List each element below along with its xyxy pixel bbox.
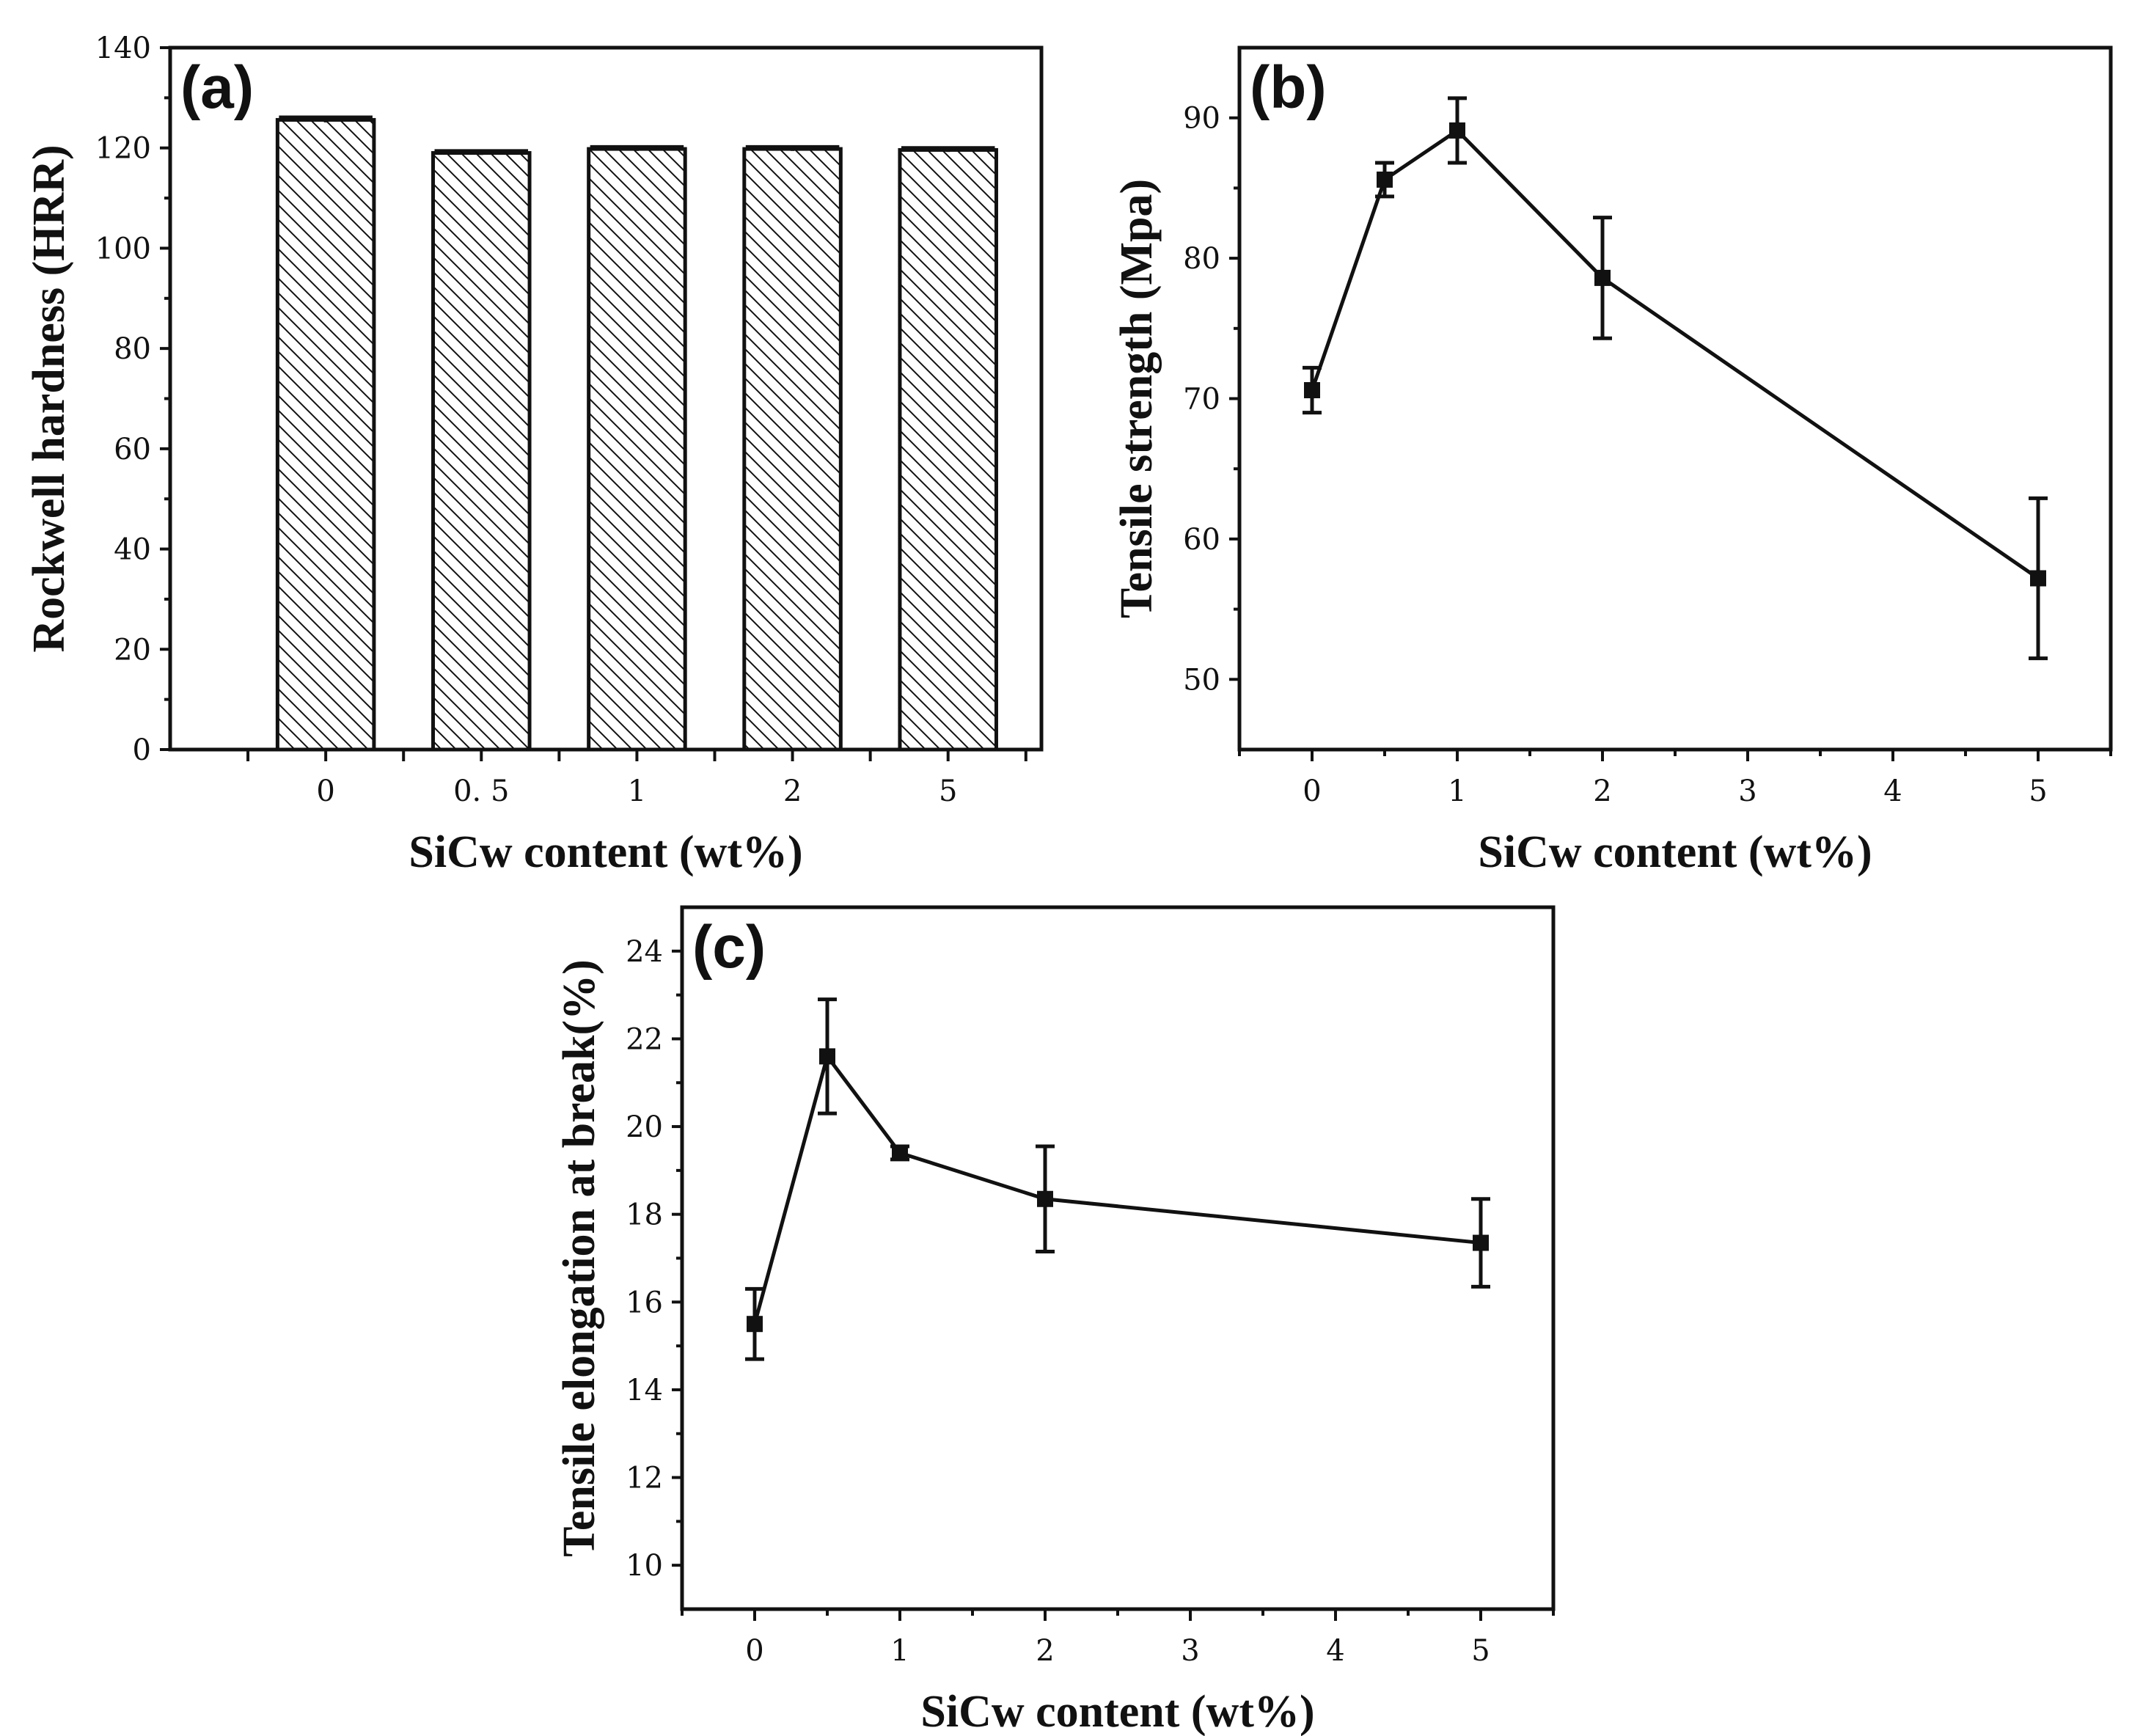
panel-a-bar <box>431 151 532 752</box>
panel-a-bar <box>275 117 376 752</box>
panel-a-y-tick-label: 60 <box>114 433 151 466</box>
panel-b-data-point <box>2030 570 2046 587</box>
panel-a-x-tick-label: 2 <box>783 774 802 808</box>
panel-c-y-tick-label: 22 <box>626 1022 663 1056</box>
panel-b-x-tick-label: 5 <box>2029 774 2047 808</box>
panel-c-y-axis-title: Tensile elongation at break(%) <box>554 959 604 1557</box>
panel-a-error-bar <box>901 146 995 153</box>
panel-c-data-point <box>892 1144 908 1161</box>
panel-b-x-tick-label: 4 <box>1883 774 1902 808</box>
panel-b-y-tick-label: 70 <box>1183 383 1220 417</box>
panel-c-y-tick-label: 10 <box>626 1549 663 1583</box>
panel-c-data-point <box>747 1316 763 1333</box>
panel-b-y-axis-title: Tensile strength (Mpa) <box>1112 179 1162 618</box>
panel-a-error-bar <box>434 149 529 155</box>
panel-a-bar <box>742 147 843 752</box>
panel-a-bar-chart: 0 20 40 60 80 100 120 140 0 0. 5 1 2 5 (a) SiCw con… <box>24 32 1044 877</box>
panel-b-y-tick-label: 80 <box>1183 242 1220 276</box>
panel-c-x-tick-label: 5 <box>1471 1634 1490 1668</box>
panel-c-y-tick-label: 18 <box>626 1198 663 1232</box>
panel-c-y-tick-label: 16 <box>626 1286 663 1319</box>
panel-b-y-tick-label: 60 <box>1183 523 1220 557</box>
panel-b-x-tick-label: 1 <box>1448 774 1466 808</box>
panel-a-label: (a) <box>180 54 254 121</box>
panel-b-frame <box>1237 45 2113 752</box>
panel-c-x-tick-label: 4 <box>1326 1634 1344 1668</box>
panel-a-y-tick-label: 80 <box>114 332 151 366</box>
panel-c-data-point <box>819 1048 835 1065</box>
panel-c-x-tick-label: 0 <box>745 1634 763 1668</box>
panel-a-y-tick-label: 140 <box>95 32 151 65</box>
panel-a-y-tick-label: 0 <box>133 733 151 767</box>
panel-c-x-tick-label: 3 <box>1181 1634 1199 1668</box>
panel-b-x-tick-label: 3 <box>1738 774 1756 808</box>
panel-b-data-point <box>1449 122 1465 139</box>
panel-c-x-tick-label: 1 <box>890 1634 909 1668</box>
panel-a-bar <box>587 147 687 752</box>
panel-a-y-axis-title: Rockwell hardness (HRR) <box>24 144 74 652</box>
panel-b-x-tick-label: 0 <box>1303 774 1321 808</box>
panel-c-y-tick-label: 24 <box>626 935 663 969</box>
panel-a-x-tick-label: 1 <box>628 774 646 808</box>
panel-a-x-tick-label: 5 <box>939 774 957 808</box>
panel-b-line-chart: 50 60 70 80 90 0 1 2 3 4 5 (b) SiCw content (wt%)… <box>1112 45 2113 877</box>
panel-b-y-tick-label: 50 <box>1183 663 1220 697</box>
panel-a-x-tick-label: 0. 5 <box>453 774 509 808</box>
panel-a-error-bar <box>745 144 840 151</box>
panel-c-y-tick-label: 12 <box>626 1462 663 1495</box>
panel-b-x-axis-title: SiCw content (wt%) <box>1478 827 1872 877</box>
panel-c-data-point <box>1037 1190 1053 1207</box>
panel-c-frame <box>680 905 1556 1611</box>
panel-b-series-line <box>1310 128 2040 580</box>
panel-b-label: (b) <box>1250 54 1327 121</box>
panel-a-bar <box>898 147 998 752</box>
panel-a-y-tick-label: 100 <box>95 232 151 265</box>
panel-c-y-tick-label: 20 <box>626 1110 663 1144</box>
panel-a-y-tick-label: 120 <box>95 132 151 166</box>
panel-b-data-point <box>1377 171 1393 188</box>
panel-a-x-tick-label: 0 <box>316 774 334 808</box>
panel-c-x-axis-title: SiCw content (wt%) <box>920 1687 1314 1736</box>
panel-c-series-line <box>752 1052 1481 1325</box>
panel-a-x-axis-title: SiCw content (wt%) <box>409 827 802 877</box>
panel-c-x-tick-label: 2 <box>1036 1634 1054 1668</box>
panel-c-data-point <box>1473 1234 1489 1251</box>
panel-a-y-tick-label: 40 <box>114 533 151 567</box>
panel-b-y-tick-label: 90 <box>1183 102 1220 136</box>
panel-a-error-bar <box>279 115 373 122</box>
panel-b-x-tick-label: 2 <box>1593 774 1611 808</box>
panel-b-data-point <box>1594 269 1611 286</box>
panel-a-error-bar <box>590 144 684 151</box>
panel-c-y-tick-label: 14 <box>626 1374 663 1407</box>
panel-c-label: (c) <box>692 914 766 981</box>
panel-b-data-point <box>1304 382 1320 399</box>
panel-a-y-tick-label: 20 <box>114 633 151 667</box>
panel-a-frame <box>168 45 1044 752</box>
